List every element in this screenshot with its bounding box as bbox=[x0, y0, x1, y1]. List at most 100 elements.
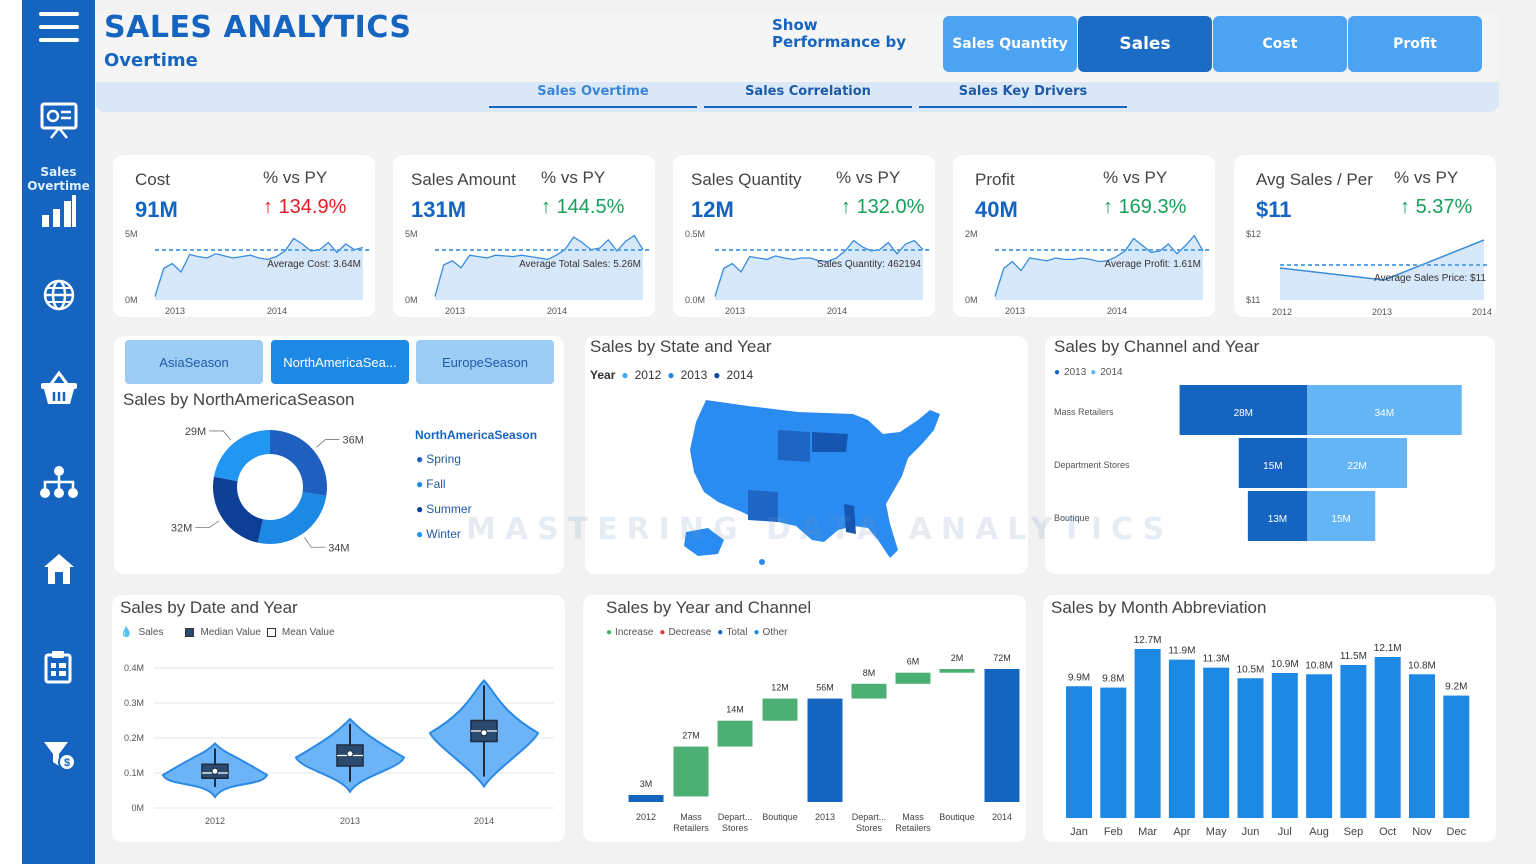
page-title: SALES ANALYTICS bbox=[104, 10, 412, 45]
map-region-2014-d[interactable] bbox=[844, 504, 856, 534]
kpi-label: Cost bbox=[135, 170, 170, 189]
kpi-axis-bottom: $11 bbox=[1246, 295, 1260, 305]
season-legend-item[interactable]: ● Winter bbox=[416, 521, 472, 546]
waterfall-bar[interactable] bbox=[807, 698, 843, 802]
kpi-x-label: 2014 bbox=[547, 306, 567, 316]
season-legend-item[interactable]: ● Summer bbox=[416, 496, 472, 521]
channel-legend-2013: 2013 bbox=[1064, 367, 1087, 378]
violin-mean-marker bbox=[211, 767, 219, 775]
month-bar-sep[interactable] bbox=[1340, 664, 1367, 818]
waterfall-x-label: Mass bbox=[902, 812, 924, 822]
waterfall-bar[interactable] bbox=[673, 746, 709, 797]
kpi-axis-bottom: 0.0M bbox=[685, 295, 705, 305]
violin-legend: 💧 Sales Median Value Mean Value bbox=[120, 627, 335, 638]
kpi-label: Sales Quantity bbox=[691, 170, 802, 189]
map-legend-title: Year bbox=[590, 368, 616, 382]
month-bar-nov[interactable] bbox=[1409, 674, 1435, 818]
donut-slice-fall[interactable] bbox=[257, 492, 327, 544]
month-x-label: Sep bbox=[1344, 826, 1364, 838]
sidebar-item-basket[interactable] bbox=[22, 370, 95, 406]
menu-icon bbox=[38, 12, 79, 42]
waterfall-bar[interactable] bbox=[851, 683, 887, 699]
waterfall-legend-total: Total bbox=[726, 627, 748, 638]
tab-sales-overtime[interactable]: Sales Overtime bbox=[489, 82, 697, 108]
map-region-hawaii[interactable] bbox=[759, 559, 765, 565]
month-bar-apr[interactable] bbox=[1168, 659, 1195, 818]
channel-bar-2014[interactable] bbox=[1307, 438, 1408, 488]
sidebar-item-clipboard[interactable] bbox=[22, 650, 95, 684]
season-legend-item[interactable]: ● Spring bbox=[416, 446, 472, 471]
sidebar-item-globe[interactable] bbox=[22, 278, 95, 312]
waterfall-x-label: 2013 bbox=[815, 812, 835, 822]
donut-leader-line bbox=[304, 537, 326, 548]
channel-bar-label: 15M bbox=[1263, 461, 1282, 472]
channel-bar-2014[interactable] bbox=[1307, 385, 1462, 435]
toggle-sales-quantity[interactable]: Sales Quantity bbox=[943, 16, 1077, 72]
channel-bar-2013[interactable] bbox=[1247, 491, 1307, 541]
map-region-2014-b[interactable] bbox=[812, 432, 848, 452]
month-bar-jan[interactable] bbox=[1066, 686, 1092, 818]
waterfall-bar[interactable] bbox=[939, 669, 975, 673]
us-map[interactable] bbox=[678, 392, 950, 572]
kpi-sparkline-area bbox=[435, 235, 643, 300]
channel-bar-2014[interactable] bbox=[1307, 491, 1376, 541]
map-legend-2014: 2014 bbox=[726, 368, 754, 382]
month-bar-aug[interactable] bbox=[1306, 674, 1333, 818]
month-bar-may[interactable] bbox=[1203, 667, 1230, 818]
toggle-profit[interactable]: Profit bbox=[1348, 16, 1482, 72]
kpi-x-label: 2013 bbox=[1005, 306, 1025, 316]
kpi-pct-value: 132.0% bbox=[856, 196, 925, 218]
donut-slice-spring[interactable] bbox=[270, 430, 327, 496]
kpi-sparkline-line bbox=[994, 234, 1204, 297]
month-value-label: 10.8M bbox=[1408, 660, 1436, 671]
waterfall-bar[interactable] bbox=[717, 720, 753, 747]
waterfall-value-label: 14M bbox=[726, 705, 744, 715]
globe-icon bbox=[43, 279, 74, 311]
waterfall-bar[interactable] bbox=[895, 672, 931, 684]
sidebar-label-sales: Sales bbox=[40, 165, 77, 179]
map-region-usa[interactable] bbox=[690, 400, 940, 558]
waterfall-bar[interactable] bbox=[628, 795, 664, 802]
month-bar-oct[interactable] bbox=[1374, 656, 1401, 818]
channel-bar-2013[interactable] bbox=[1238, 438, 1307, 488]
month-bar-mar[interactable] bbox=[1134, 649, 1161, 818]
month-bar-dec[interactable] bbox=[1443, 695, 1470, 818]
donut-label: 36M bbox=[342, 435, 363, 447]
waterfall-x-label: Mass bbox=[680, 812, 702, 822]
kpi-value: 131M bbox=[411, 197, 467, 222]
donut-leader-line bbox=[316, 439, 340, 448]
season-button-northamerica[interactable]: NorthAmericaSea... bbox=[271, 340, 409, 384]
map-region-2014-c[interactable] bbox=[748, 490, 778, 522]
waterfall-bar[interactable] bbox=[762, 698, 798, 721]
map-region-alaska[interactable] bbox=[684, 528, 724, 556]
channel-bar-2013[interactable] bbox=[1179, 385, 1307, 435]
sidebar-item-presentation[interactable] bbox=[22, 100, 95, 140]
map-region-2014-a[interactable] bbox=[778, 430, 810, 462]
kpi-x-label: 2014 bbox=[1107, 306, 1127, 316]
season-button-asia[interactable]: AsiaSeason bbox=[125, 340, 263, 384]
map-title: Sales by State and Year bbox=[590, 337, 772, 356]
month-bar-jul[interactable] bbox=[1271, 672, 1298, 818]
home-icon bbox=[43, 554, 74, 584]
season-legend-item[interactable]: ● Fall bbox=[416, 471, 472, 496]
kpi-average-label: Average Profit: 1.61M bbox=[1104, 259, 1201, 270]
donut-slice-summer[interactable] bbox=[213, 476, 263, 543]
sidebar-item-hierarchy[interactable] bbox=[22, 465, 95, 499]
sidebar-item-filter[interactable]: $ bbox=[22, 738, 95, 772]
sidebar-item-sales-overtime[interactable]: Sales Overtime bbox=[22, 165, 95, 229]
tab-sales-key-drivers[interactable]: Sales Key Drivers bbox=[919, 82, 1127, 108]
kpi-average-label: Average Total Sales: 5.26M bbox=[519, 259, 641, 270]
tab-sales-correlation[interactable]: Sales Correlation bbox=[704, 82, 912, 108]
sidebar-item-home[interactable] bbox=[22, 552, 95, 586]
toggle-sales[interactable]: Sales bbox=[1078, 16, 1212, 72]
season-button-europe[interactable]: EuropeSeason bbox=[416, 340, 554, 384]
arrow-up-icon: ↑ bbox=[1103, 196, 1119, 218]
month-x-label: Feb bbox=[1104, 826, 1123, 838]
month-bar-feb[interactable] bbox=[1100, 687, 1127, 818]
donut-label: 32M bbox=[171, 522, 192, 534]
toggle-cost[interactable]: Cost bbox=[1213, 16, 1347, 72]
month-bar-jun[interactable] bbox=[1237, 678, 1264, 818]
donut-slice-winter[interactable] bbox=[213, 430, 270, 482]
waterfall-bar[interactable] bbox=[984, 669, 1020, 802]
menu-button[interactable] bbox=[22, 8, 95, 48]
